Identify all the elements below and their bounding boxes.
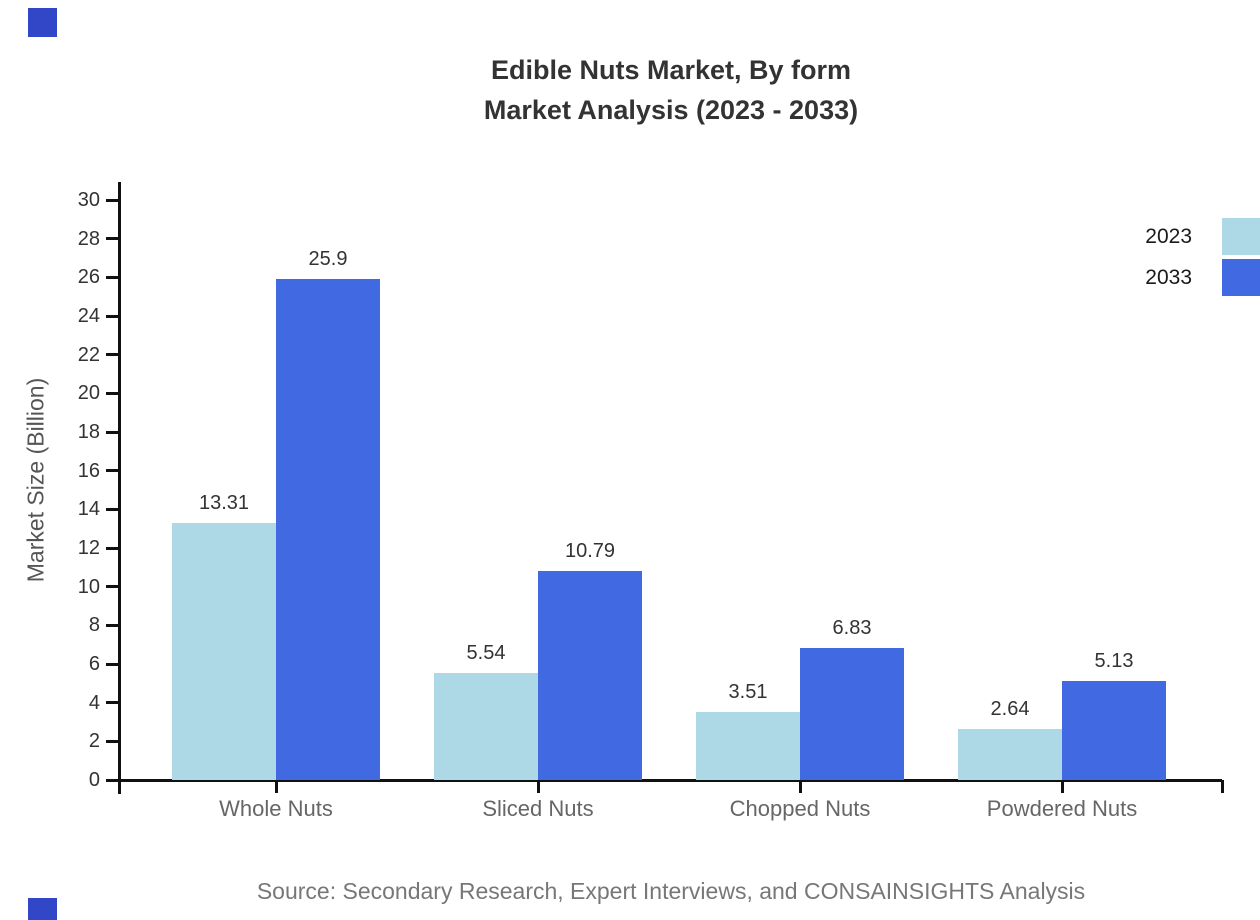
category-label: Sliced Nuts (482, 796, 594, 821)
y-axis-tick (106, 391, 118, 395)
x-axis-tick (536, 780, 540, 793)
y-axis-line (118, 182, 121, 794)
y-axis-tick-label: 4 (88, 691, 100, 714)
y-axis-tick (106, 275, 118, 279)
bar-2023 (172, 522, 276, 780)
y-axis-tick (106, 585, 118, 589)
source-note: Source: Secondary Research, Expert Inter… (256, 878, 1086, 904)
legend-label: 2023 (1145, 224, 1192, 248)
y-axis-tick (106, 314, 118, 318)
chart-title-line-1: Edible Nuts Market, By form (490, 55, 852, 85)
category-label: Chopped Nuts (729, 796, 871, 821)
y-axis-tick-label: 22 (77, 343, 100, 366)
y-axis-tick-label: 10 (77, 575, 100, 598)
y-axis-tick-label: 8 (88, 614, 100, 637)
x-axis-end-tick (1220, 780, 1224, 793)
y-axis-tick (106, 778, 118, 782)
bar-value-label: 5.13 (1094, 649, 1134, 672)
legend: 2023 2033 (1145, 218, 1260, 296)
bar-2023 (696, 712, 800, 780)
x-axis-tick (1060, 780, 1064, 793)
y-axis-tick-label: 30 (77, 189, 100, 211)
y-axis-tick (106, 546, 118, 550)
bar-2033 (276, 279, 380, 780)
y-axis-tick (106, 353, 118, 357)
y-axis-tick (106, 739, 118, 743)
bar-2033 (1062, 680, 1166, 780)
y-axis-tick-label: 14 (77, 498, 100, 521)
y-axis-tick-label: 16 (77, 459, 100, 482)
bar-value-label: 6.83 (832, 616, 872, 639)
chart-title: Edible Nuts Market, By form Market Analy… (120, 50, 1222, 130)
corner-decoration-top-left (28, 8, 57, 37)
legend-swatch (1222, 218, 1260, 255)
plot-area: 0 2 4 6 8 10 12 14 16 18 20 22 24 26 28 30 13.31 25.9 Whol… (78, 182, 1224, 821)
y-axis-tick (106, 623, 118, 627)
y-axis-tick (106, 430, 118, 434)
x-axis-tick (274, 780, 278, 793)
corner-decoration-bottom-left (28, 898, 57, 920)
bar-value-label: 13.31 (198, 491, 250, 514)
y-axis-tick-label: 24 (77, 305, 100, 327)
bar-2023 (958, 728, 1062, 780)
bar-2033 (538, 571, 642, 780)
y-axis-tick-label: 2 (88, 730, 100, 753)
y-axis-tick (106, 507, 118, 511)
bar-2033 (800, 647, 904, 780)
bar-value-label: 5.54 (466, 641, 506, 664)
bar-2023 (434, 672, 538, 780)
y-axis-tick-label: 20 (77, 382, 100, 405)
legend-label: 2033 (1145, 265, 1192, 289)
chart-title-line-2: Market Analysis (2023 - 2033) (483, 95, 859, 125)
legend-swatch (1222, 259, 1260, 296)
category-label: Whole Nuts (219, 796, 333, 821)
category-label: Powdered Nuts (986, 796, 1138, 821)
y-axis-tick-label: 0 (88, 769, 100, 791)
y-axis-tick (106, 701, 118, 705)
y-axis-tick (106, 469, 118, 473)
legend-item: 2033 (1145, 259, 1260, 296)
y-axis-tick-label: 26 (77, 266, 100, 289)
x-axis-line (118, 778, 1222, 782)
x-axis-tick (798, 780, 802, 793)
bar-value-label: 25.9 (308, 248, 348, 271)
y-axis-tick (106, 662, 118, 666)
bar-value-label: 10.79 (564, 540, 616, 563)
y-axis-tick-label: 18 (77, 421, 100, 443)
y-axis-tick-label: 6 (88, 653, 100, 675)
legend-item: 2023 (1145, 218, 1260, 255)
bar-value-label: 2.64 (990, 697, 1030, 720)
bar-value-label: 3.51 (728, 681, 768, 704)
y-axis-tick (106, 237, 118, 241)
y-axis-tick-label: 28 (77, 227, 100, 250)
y-axis-tick-label: 12 (77, 537, 100, 559)
y-axis-tick (106, 198, 118, 202)
